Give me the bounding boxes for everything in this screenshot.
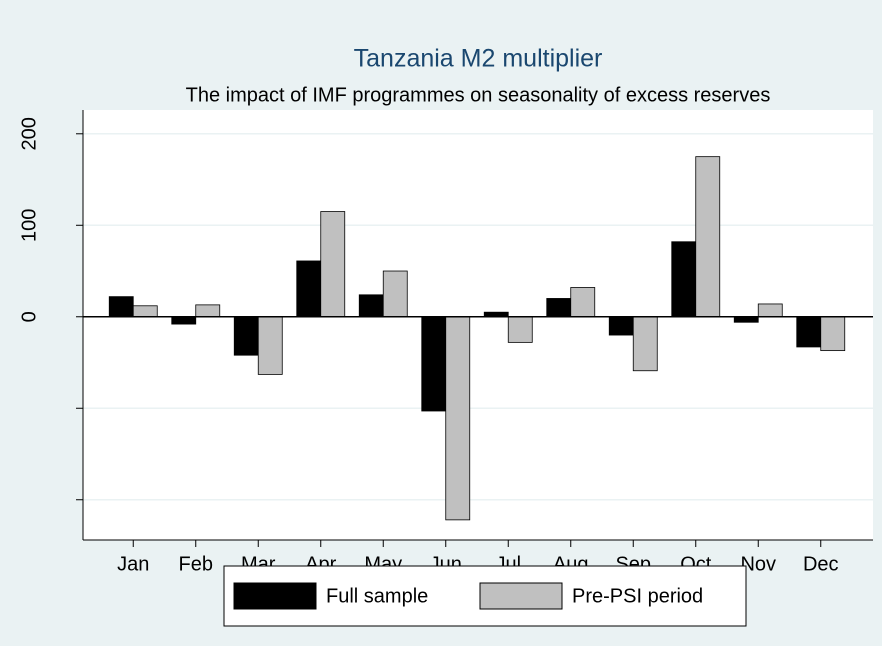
chart-subtitle: The impact of IMF programmes on seasonal… <box>186 84 771 106</box>
bar <box>257 316 283 375</box>
chart-title: Tanzania M2 multiplier <box>354 45 603 73</box>
bar <box>358 294 384 318</box>
legend-label: Pre-PSI period <box>572 585 703 607</box>
bar <box>171 316 197 325</box>
bar <box>546 298 572 318</box>
bar <box>671 241 697 318</box>
bar <box>632 316 658 372</box>
bar <box>195 304 221 318</box>
bar <box>108 296 134 318</box>
bar <box>233 316 259 356</box>
bar <box>796 316 822 348</box>
bar <box>296 260 322 318</box>
plot-area <box>83 110 873 540</box>
bar <box>507 316 533 343</box>
bar <box>733 316 759 323</box>
bar <box>570 287 596 318</box>
y-tick-label: 200 <box>18 117 40 150</box>
x-tick-label: Jan <box>117 553 149 575</box>
x-tick-label: Nov <box>740 553 776 575</box>
bar <box>132 305 158 318</box>
x-tick-label: Feb <box>179 553 213 575</box>
bar <box>695 156 721 318</box>
bar <box>320 211 346 318</box>
bar <box>608 316 634 336</box>
y-tick-label: 0 <box>18 311 40 322</box>
legend-swatch <box>233 582 317 610</box>
legend-swatch <box>479 582 563 610</box>
bar <box>382 270 408 318</box>
bar <box>445 316 471 521</box>
bar <box>820 316 846 352</box>
legend-label: Full sample <box>326 585 428 607</box>
bar <box>757 303 783 318</box>
bar <box>421 316 447 412</box>
y-tick-label: 100 <box>18 209 40 242</box>
x-tick-label: Dec <box>803 553 839 575</box>
